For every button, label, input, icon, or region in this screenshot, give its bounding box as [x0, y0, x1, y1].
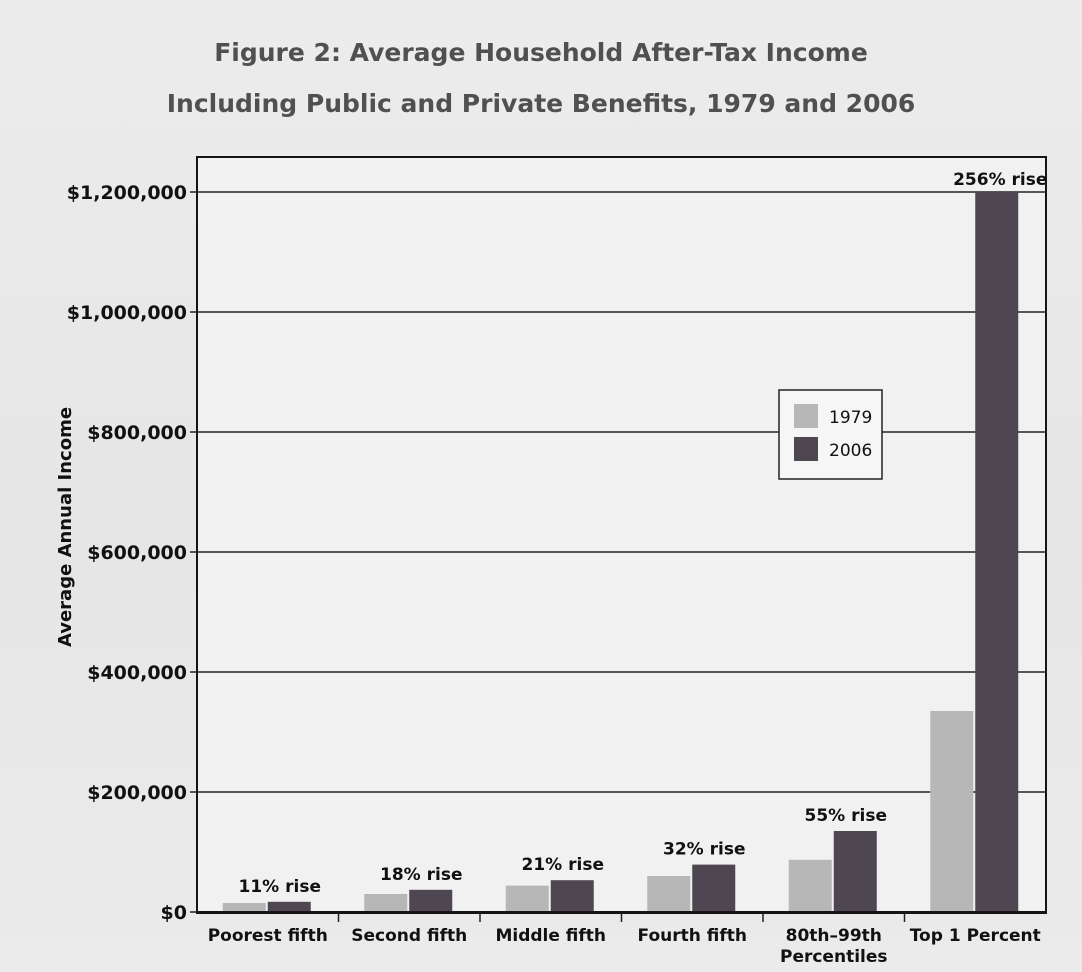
rise-annotation: 256% rise	[953, 170, 1047, 190]
bar-1979	[222, 903, 266, 912]
bar-2006	[267, 901, 311, 912]
bar-1979	[364, 894, 408, 912]
chart-subtitle: Including Public and Private Benefits, 1…	[166, 89, 916, 118]
y-tick-label: $400,000	[87, 662, 187, 684]
rise-annotation: 11% rise	[239, 877, 321, 897]
x-tick-label: Middle fifth	[495, 926, 606, 946]
bar-2006	[550, 880, 594, 912]
x-tick-label: Second fifth	[351, 926, 467, 946]
bar-2006	[833, 831, 877, 912]
legend-swatch	[794, 404, 818, 428]
legend-label: 2006	[829, 441, 872, 461]
legend-box	[778, 389, 883, 480]
bar-2006	[409, 889, 453, 912]
bar-2006	[975, 192, 1019, 912]
legend-label: 1979	[829, 408, 872, 428]
plot-area	[196, 156, 1047, 914]
x-tick-label: Top 1 Percent	[910, 926, 1041, 946]
legend: 1979 2006	[778, 389, 883, 480]
y-tick-label: $800,000	[87, 422, 187, 444]
bar-1979	[647, 876, 691, 912]
y-tick-label: $600,000	[87, 542, 187, 564]
y-tick-label: $1,000,000	[67, 302, 187, 324]
x-tick-label: Fourth fifth	[638, 926, 747, 946]
y-tick-label: $1,200,000	[67, 182, 187, 204]
x-tick-label: 80th–99th	[786, 926, 882, 946]
bar-2006	[692, 864, 736, 912]
x-tick-label: Percentiles	[780, 947, 888, 967]
rise-annotation: 18% rise	[380, 865, 462, 885]
y-tick-label: $0	[161, 902, 187, 924]
bar-1979	[788, 859, 832, 912]
y-axis-title: Average Annual Income	[55, 407, 76, 647]
rise-annotation: 32% rise	[663, 840, 745, 860]
rise-annotation: 55% rise	[805, 806, 887, 826]
chart-title: Figure 2: Average Household After-Tax In…	[214, 38, 868, 67]
bar-1979	[505, 885, 549, 912]
y-tick-label: $200,000	[87, 782, 187, 804]
bar-1979	[930, 711, 974, 912]
x-tick-label: Poorest fifth	[208, 926, 328, 946]
rise-annotation: 21% rise	[522, 855, 604, 875]
legend-swatch	[794, 437, 818, 461]
